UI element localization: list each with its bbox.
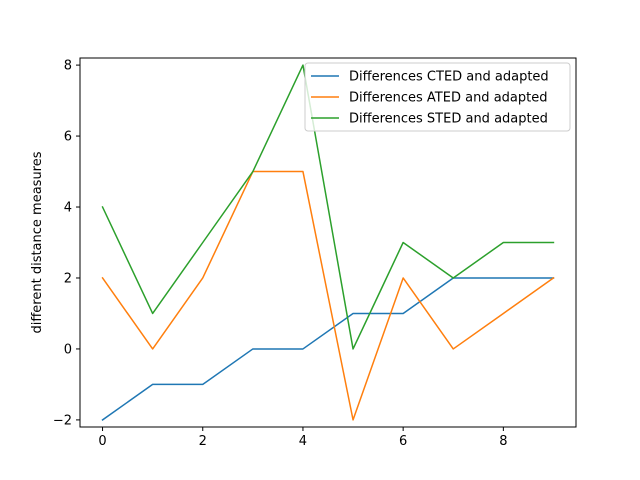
plot-frame	[79, 57, 577, 428]
legend-label-3: Differences STED and adapted	[349, 112, 548, 127]
y-axis: −2 0 2 4 6 8	[53, 59, 80, 428]
series-line-1	[101, 277, 555, 421]
y-tick-label: 4	[64, 201, 72, 216]
x-tick-label: 2	[199, 434, 207, 449]
x-axis: 0 2 4 6 8	[98, 427, 507, 449]
x-tick-label: 4	[299, 434, 307, 449]
legend-label-2: Differences ATED and adapted	[349, 91, 547, 106]
series-line-3	[101, 64, 555, 350]
x-tick-label: 0	[98, 434, 106, 449]
series-layer	[101, 64, 555, 421]
y-tick-label: 2	[64, 271, 72, 286]
y-tick-label: 0	[64, 342, 72, 357]
x-tick-label: 8	[499, 434, 507, 449]
y-tick-label: 8	[64, 59, 72, 74]
y-tick-label: −2	[53, 413, 72, 428]
y-tick-label: 6	[64, 130, 72, 145]
legend-label-1: Differences CTED and adapted	[349, 70, 549, 85]
series-line-2	[101, 170, 555, 421]
legend-box	[304, 62, 571, 132]
y-axis-label: different distance measures	[30, 151, 45, 333]
x-tick-label: 6	[399, 434, 407, 449]
legend: Differences CTED and adapted Differences …	[304, 62, 571, 132]
